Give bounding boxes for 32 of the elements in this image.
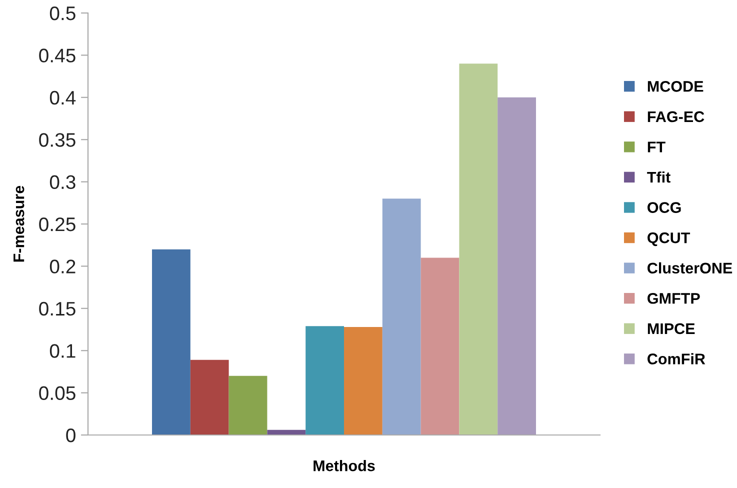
y-tick-label: 0.1 — [50, 344, 76, 358]
legend-label: ClusterONE — [648, 262, 732, 274]
bar — [190, 360, 229, 435]
legend-label: Tfit — [647, 171, 670, 183]
y-axis-title: F-measure — [14, 186, 24, 262]
y-tick-label: 0.2 — [50, 260, 76, 274]
legend-label: FAG-EC — [648, 111, 704, 122]
bar — [306, 326, 344, 435]
y-tick-label: 0.3 — [50, 175, 76, 190]
y-tick-label: 0.35 — [39, 133, 76, 147]
bar — [344, 326, 382, 435]
y-tick-label: 0.45 — [39, 48, 76, 62]
y-tick-label: 0.05 — [39, 386, 76, 400]
legend-label: OCG — [648, 202, 681, 213]
bar — [420, 258, 460, 435]
legend-label: GMFTP — [648, 292, 700, 304]
legend-label: ComFiR — [648, 353, 706, 364]
y-tick-label: 0.5 — [50, 6, 76, 20]
legend-label: FT — [648, 142, 666, 152]
bar — [459, 64, 498, 435]
y-tick-label: 0.4 — [50, 90, 76, 105]
bar — [382, 198, 421, 435]
legend-label: QCUT — [648, 232, 690, 246]
bar — [498, 97, 536, 435]
legend-label: MCODE — [648, 81, 704, 92]
bar — [228, 376, 268, 435]
bar — [152, 249, 190, 435]
y-tick-label: 0.25 — [39, 217, 76, 232]
x-axis-title: Methods — [314, 460, 375, 472]
y-tick-label: 0 — [66, 428, 76, 442]
y-tick-label: 0.15 — [39, 302, 76, 316]
legend-label: MIPCE — [648, 323, 695, 334]
